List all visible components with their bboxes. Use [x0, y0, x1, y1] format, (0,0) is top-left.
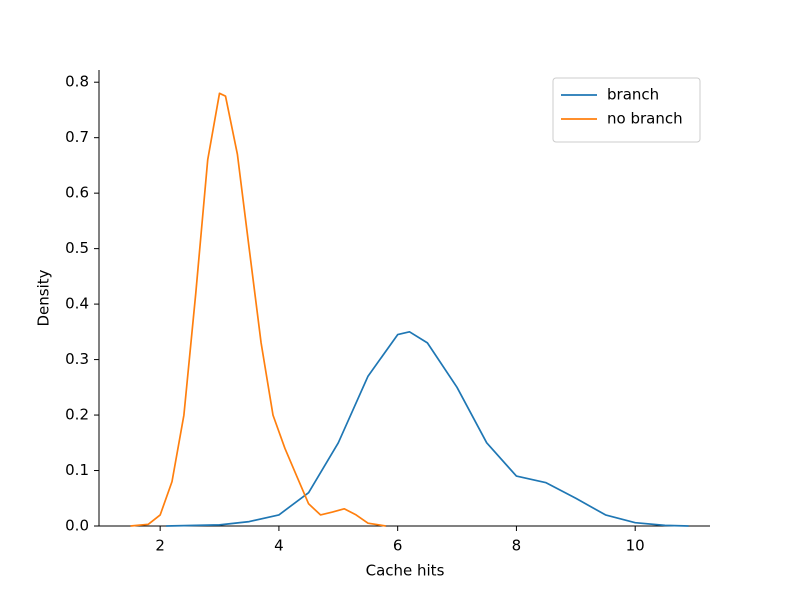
y-tick-label: 0.5: [65, 239, 89, 257]
y-tick-label: 0.4: [65, 295, 89, 313]
x-tick-label: 2: [155, 537, 165, 555]
line: [166, 330, 689, 527]
y-tick-label: 0.2: [65, 406, 89, 424]
y-tick-label: 0.7: [65, 128, 89, 146]
x-tick-label: 10: [626, 537, 645, 555]
x-tick-label: 6: [393, 537, 403, 555]
y-tick-label: 0.3: [65, 350, 89, 368]
y-tick-label: 0.1: [65, 461, 89, 479]
line: [130, 92, 386, 527]
legend-label: branch: [607, 86, 659, 104]
x-tick-label: 4: [274, 537, 284, 555]
y-tick-label: 0.8: [65, 73, 89, 91]
y-tick-label: 0.0: [65, 517, 89, 535]
y-tick-label: 0.6: [65, 184, 89, 202]
x-axis-label: Cache hits: [366, 562, 445, 580]
legend-box: [552, 77, 701, 143]
y-axis-label: Density: [35, 269, 53, 326]
x-tick-label: 8: [512, 537, 522, 555]
legend-label: no branch: [607, 110, 683, 128]
